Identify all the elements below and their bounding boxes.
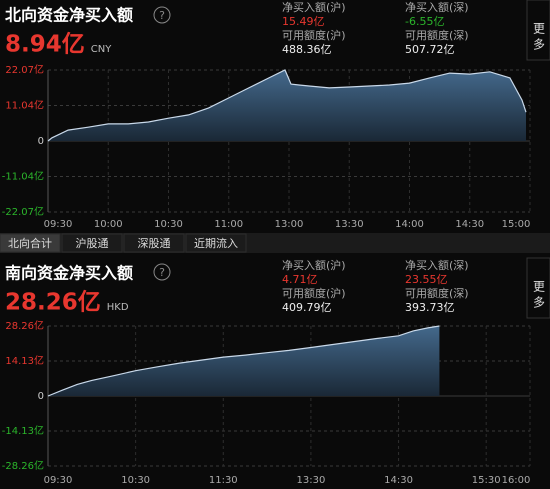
stat-label: 可用额度(深) — [405, 28, 469, 42]
y-tick-label: 0 — [38, 136, 44, 147]
stat-label: 可用额度(沪) — [282, 28, 346, 42]
more-label[interactable]: 更多 — [532, 22, 546, 54]
x-tick-label: 09:30 — [44, 475, 73, 486]
stat-label: 净买入额(深) — [405, 0, 469, 14]
panel-title: 南向资金净买入额 — [5, 264, 133, 283]
stat-label: 可用额度(沪) — [282, 286, 346, 300]
tab-label[interactable]: 沪股通 — [76, 236, 109, 250]
y-tick-label: 14.13亿 — [5, 354, 44, 367]
y-tick-label: 28.26亿 — [5, 319, 44, 332]
area-line — [47, 325, 440, 397]
tab[interactable] — [185, 233, 247, 253]
x-tick-label: 10:30 — [154, 219, 183, 230]
tab-label[interactable]: 北向合计 — [8, 236, 52, 250]
more-button[interactable] — [526, 257, 550, 319]
y-tick-label: 0 — [38, 391, 44, 402]
y-tick-label: -28.26亿 — [2, 459, 44, 472]
amount: 28.26亿 — [5, 290, 101, 316]
x-tick-label: 13:30 — [335, 219, 364, 230]
area-fill — [48, 70, 526, 141]
more-button[interactable] — [526, 0, 550, 61]
stat-label: 净买入额(深) — [405, 258, 469, 272]
tab[interactable] — [0, 233, 61, 253]
tab-label[interactable]: 近期流入 — [194, 236, 238, 250]
currency: CNY — [91, 44, 112, 55]
amount: 8.94亿 — [5, 32, 85, 58]
help-icon[interactable]: ? — [153, 6, 171, 24]
stat-label: 净买入额(沪) — [282, 258, 346, 272]
stat-value: 409.79亿 — [282, 301, 332, 314]
y-tick-label: 11.04亿 — [5, 98, 44, 111]
area-line — [47, 69, 527, 142]
stat-value: 393.73亿 — [405, 301, 455, 314]
x-tick-label: 15:00 — [502, 219, 531, 230]
stat-value: -6.55亿 — [405, 15, 444, 28]
stat-value: 15.49亿 — [282, 15, 325, 28]
stat-value: 4.71亿 — [282, 273, 318, 286]
x-tick-label: 10:30 — [121, 475, 150, 486]
y-tick-label: -11.04亿 — [2, 170, 44, 183]
stat-value: 23.55亿 — [405, 273, 448, 286]
x-tick-label: 10:00 — [94, 219, 123, 230]
more-label[interactable]: 更多 — [532, 280, 546, 312]
svg-text:?: ? — [159, 9, 165, 22]
x-tick-label: 11:00 — [214, 219, 243, 230]
x-tick-label: 15:30 — [472, 475, 501, 486]
stat-label: 净买入额(沪) — [282, 0, 346, 14]
tab-label[interactable]: 深股通 — [138, 237, 171, 250]
x-tick-label: 16:00 — [502, 475, 531, 486]
x-tick-label: 14:00 — [395, 219, 424, 230]
stat-label: 可用额度(深) — [405, 286, 469, 300]
currency: HKD — [107, 302, 129, 313]
y-tick-label: -14.13亿 — [2, 424, 44, 437]
x-tick-label: 14:30 — [384, 475, 413, 486]
y-tick-label: -22.07亿 — [2, 205, 44, 218]
y-tick-label: 22.07亿 — [5, 63, 44, 76]
x-tick-label: 13:00 — [275, 219, 304, 230]
panel-title: 北向资金净买入额 — [5, 6, 133, 25]
x-tick-label: 11:30 — [209, 475, 238, 486]
x-tick-label: 13:30 — [296, 475, 325, 486]
help-icon[interactable]: ? — [153, 263, 171, 281]
tab[interactable] — [61, 233, 123, 253]
x-tick-label: 09:30 — [44, 219, 73, 230]
x-tick-label: 14:30 — [455, 219, 484, 230]
svg-text:?: ? — [159, 266, 165, 279]
stat-value: 507.72亿 — [405, 43, 455, 56]
tab[interactable] — [123, 233, 185, 253]
stat-value: 488.36亿 — [282, 43, 332, 56]
